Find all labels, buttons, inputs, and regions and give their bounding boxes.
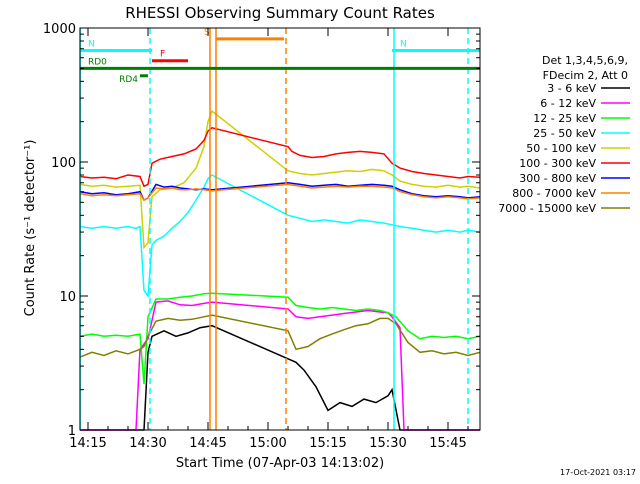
flag-label-5: S bbox=[204, 28, 210, 38]
footer-date: 17-Oct-2021 03:17 bbox=[560, 468, 636, 477]
flag-label-1: N bbox=[400, 39, 407, 49]
legend-label-0: 3 - 6 keV bbox=[547, 82, 596, 95]
x-tick-label-3: 15:00 bbox=[249, 436, 286, 451]
legend-header-1: FDecim 2, Att 0 bbox=[543, 69, 628, 82]
legend-label-3: 25 - 50 keV bbox=[533, 127, 596, 140]
x-tick-label-0: 14:15 bbox=[69, 436, 106, 451]
flag-label-3: RD0 bbox=[88, 57, 107, 67]
axis-layer: 14:15 14:30 14:45 15:00 15:15 15:30 15:45 1 10 10… bbox=[43, 22, 481, 451]
legend-label-1: 6 - 12 keV bbox=[540, 97, 596, 110]
legend-label-8: 7000 - 15000 keV bbox=[498, 202, 596, 215]
flag-layer: N N F RD0 RD4 S bbox=[80, 28, 480, 85]
x-tick-label-2: 14:45 bbox=[189, 436, 226, 451]
legend-label-7: 800 - 7000 keV bbox=[512, 187, 596, 200]
y-tick-label-0: 1 bbox=[68, 424, 76, 439]
legend-label-2: 12 - 25 keV bbox=[533, 112, 596, 125]
flag-label-0: N bbox=[88, 39, 95, 49]
series-line-8 bbox=[79, 314, 481, 358]
y-tick-label-1: 10 bbox=[59, 290, 76, 305]
x-axis-label: Start Time (07-Apr-03 14:13:02) bbox=[176, 456, 384, 471]
chart-title: RHESSI Observing Summary Count Rates bbox=[125, 4, 435, 22]
x-tick-label-5: 15:30 bbox=[369, 436, 406, 451]
legend-label-4: 50 - 100 keV bbox=[526, 142, 596, 155]
series-line-7 bbox=[79, 183, 481, 202]
y-tick-label-2: 100 bbox=[51, 156, 76, 171]
legend-header-0: Det 1,3,4,5,6,9, bbox=[542, 54, 628, 67]
plot-frame bbox=[79, 27, 481, 431]
flag-label-4: RD4 bbox=[119, 75, 138, 85]
x-tick-label-4: 15:15 bbox=[309, 436, 346, 451]
y-axis-label: Count Rate (s⁻¹ detector⁻¹) bbox=[23, 140, 38, 317]
series-line-2 bbox=[79, 292, 481, 385]
legend-label-5: 100 - 300 keV bbox=[519, 157, 596, 170]
legend-label-6: 300 - 800 keV bbox=[519, 172, 596, 185]
series-line-3 bbox=[79, 174, 481, 299]
series-layer bbox=[79, 109, 481, 431]
legend: Det 1,3,4,5,6,9, FDecim 2, Att 03 - 6 keV… bbox=[498, 54, 630, 215]
y-tick-label-3: 1000 bbox=[43, 22, 76, 37]
x-tick-label-6: 15:45 bbox=[429, 436, 466, 451]
series-line-4 bbox=[79, 109, 481, 250]
flag-label-2: F bbox=[160, 50, 165, 60]
x-tick-label-1: 14:30 bbox=[129, 436, 166, 451]
series-line-5 bbox=[79, 126, 481, 188]
